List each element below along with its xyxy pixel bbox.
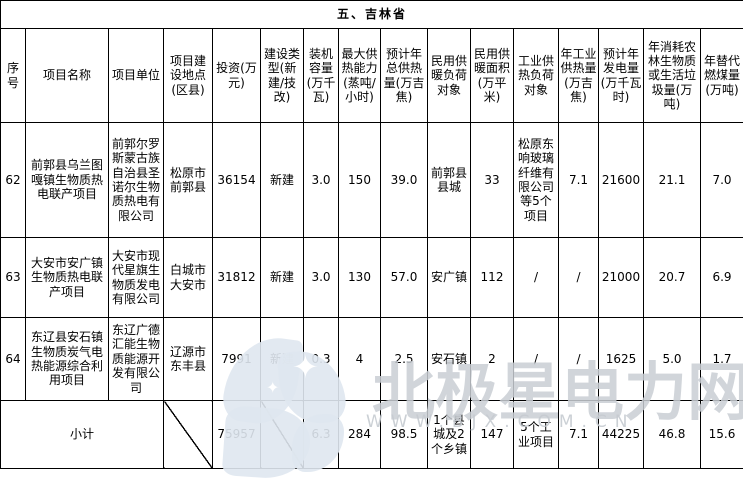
cell-biomass-consumption: 21.1 <box>644 123 701 238</box>
subtotal-label: 小计 <box>1 401 164 469</box>
cell-project-unit: 前郭尔罗斯蒙古族自治县圣诺尔生物质热电有限公司 <box>109 123 164 238</box>
col-header-max-heat: 最大供热能力(蒸吨/小时) <box>339 29 381 123</box>
section-title: 五、吉林省 <box>1 1 743 29</box>
cell-industrial-object: / <box>514 238 559 318</box>
cell-power-generation: 21600 <box>599 123 644 238</box>
diagonal-cell-build-type <box>261 401 304 469</box>
cell-coal-replacement: 1.7 <box>701 318 743 401</box>
col-header-residential-area: 民用供暖面积(万平米) <box>471 29 514 123</box>
subtotal-max-heat: 284 <box>339 401 381 469</box>
col-header-serial: 序号 <box>1 29 26 123</box>
project-row-64: 64 东辽县安石镇生物质炭气电热能源综合利用项目 东辽广德汇能生物质能源开发有限… <box>1 318 743 401</box>
cell-serial: 64 <box>1 318 26 401</box>
cell-industrial-object: / <box>514 318 559 401</box>
cell-serial: 63 <box>1 238 26 318</box>
cell-investment: 36154 <box>213 123 261 238</box>
subtotal-residential-object: 1个县城及2个乡镇 <box>428 401 471 469</box>
cell-build-type: 新建 <box>261 123 304 238</box>
cell-industrial-heat: / <box>559 238 599 318</box>
col-header-industrial-object: 工业供热负荷对象 <box>514 29 559 123</box>
subtotal-investment: 75957 <box>213 401 261 469</box>
cell-power-generation: 21000 <box>599 238 644 318</box>
subtotal-biomass-consumption: 46.8 <box>644 401 701 469</box>
cell-project-name: 东辽县安石镇生物质炭气电热能源综合利用项目 <box>26 318 109 401</box>
cell-investment: 7991 <box>213 318 261 401</box>
cell-residential-object: 安石镇 <box>428 318 471 401</box>
col-header-capacity: 装机容量(万千瓦) <box>304 29 339 123</box>
subtotal-residential-area: 147 <box>471 401 514 469</box>
cell-power-generation: 1625 <box>599 318 644 401</box>
cell-location: 白城市大安市 <box>164 238 213 318</box>
cell-capacity: 3.0 <box>304 123 339 238</box>
projects-table: 五、吉林省 序号 项目名称 项目单位 项目建设地点(区县) 投资(万元) 建设类… <box>0 0 743 469</box>
col-header-project-name: 项目名称 <box>26 29 109 123</box>
cell-coal-replacement: 6.9 <box>701 238 743 318</box>
cell-annual-heat: 57.0 <box>381 238 428 318</box>
header-row: 序号 项目名称 项目单位 项目建设地点(区县) 投资(万元) 建设类型(新建/技… <box>1 29 743 123</box>
col-header-project-unit: 项目单位 <box>109 29 164 123</box>
document-page: 五、吉林省 序号 项目名称 项目单位 项目建设地点(区县) 投资(万元) 建设类… <box>0 0 743 468</box>
col-header-residential-object: 民用供暖负荷对象 <box>428 29 471 123</box>
cell-project-unit: 大安市现代星旗生物质发电有限公司 <box>109 238 164 318</box>
cell-investment: 31812 <box>213 238 261 318</box>
subtotal-industrial-object: 5个工业项目 <box>514 401 559 469</box>
cell-industrial-heat: / <box>559 318 599 401</box>
cell-build-type: 新建 <box>261 238 304 318</box>
col-header-coal-replacement: 年替代燃煤量(万吨) <box>701 29 743 123</box>
cell-max-heat: 150 <box>339 123 381 238</box>
cell-capacity: 0.3 <box>304 318 339 401</box>
cell-location: 松原市前郭县 <box>164 123 213 238</box>
subtotal-capacity: 6.3 <box>304 401 339 469</box>
subtotal-industrial-heat: 7.1 <box>559 401 599 469</box>
cell-residential-area: 33 <box>471 123 514 238</box>
subtotal-annual-heat: 98.5 <box>381 401 428 469</box>
cell-serial: 62 <box>1 123 26 238</box>
cell-residential-object: 前郭县县城 <box>428 123 471 238</box>
diagonal-cell-location <box>164 401 213 469</box>
col-header-biomass-consumption: 年消耗农林生物质或生活垃圾量(万吨) <box>644 29 701 123</box>
project-row-63: 63 大安市安广镇生物质热电联产项目 大安市现代星旗生物质发电有限公司 白城市大… <box>1 238 743 318</box>
cell-residential-area: 112 <box>471 238 514 318</box>
col-header-power-generation: 预计年发电量(万千瓦时) <box>599 29 644 123</box>
cell-build-type: 新建 <box>261 318 304 401</box>
cell-capacity: 3.0 <box>304 238 339 318</box>
cell-biomass-consumption: 20.7 <box>644 238 701 318</box>
project-row-62: 62 前郭县乌兰图嘎镇生物质热电联产项目 前郭尔罗斯蒙古族自治县圣诺尔生物质热电… <box>1 123 743 238</box>
cell-max-heat: 130 <box>339 238 381 318</box>
col-header-location: 项目建设地点(区县) <box>164 29 213 123</box>
subtotal-row: 小计 75957 6.3 284 98.5 1个县城及2个乡镇 147 5个工业… <box>1 401 743 469</box>
col-header-investment: 投资(万元) <box>213 29 261 123</box>
cell-project-unit: 东辽广德汇能生物质能源开发有限公司 <box>109 318 164 401</box>
col-header-industrial-heat: 年工业供热量(万吉焦) <box>559 29 599 123</box>
cell-annual-heat: 39.0 <box>381 123 428 238</box>
col-header-build-type: 建设类型(新建/技改) <box>261 29 304 123</box>
subtotal-coal-replacement: 15.6 <box>701 401 743 469</box>
cell-project-name: 前郭县乌兰图嘎镇生物质热电联产项目 <box>26 123 109 238</box>
cell-residential-area: 2 <box>471 318 514 401</box>
cell-industrial-object: 松原东响玻璃纤维有限公司等5个项目 <box>514 123 559 238</box>
cell-project-name: 大安市安广镇生物质热电联产项目 <box>26 238 109 318</box>
cell-residential-object: 安广镇 <box>428 238 471 318</box>
cell-industrial-heat: 7.1 <box>559 123 599 238</box>
cell-coal-replacement: 7.0 <box>701 123 743 238</box>
subtotal-power-generation: 44225 <box>599 401 644 469</box>
title-row: 五、吉林省 <box>1 1 743 29</box>
cell-location: 辽源市东丰县 <box>164 318 213 401</box>
cell-max-heat: 4 <box>339 318 381 401</box>
col-header-annual-heat: 预计年总供热量(万吉焦) <box>381 29 428 123</box>
cell-annual-heat: 2.5 <box>381 318 428 401</box>
cell-biomass-consumption: 5.0 <box>644 318 701 401</box>
